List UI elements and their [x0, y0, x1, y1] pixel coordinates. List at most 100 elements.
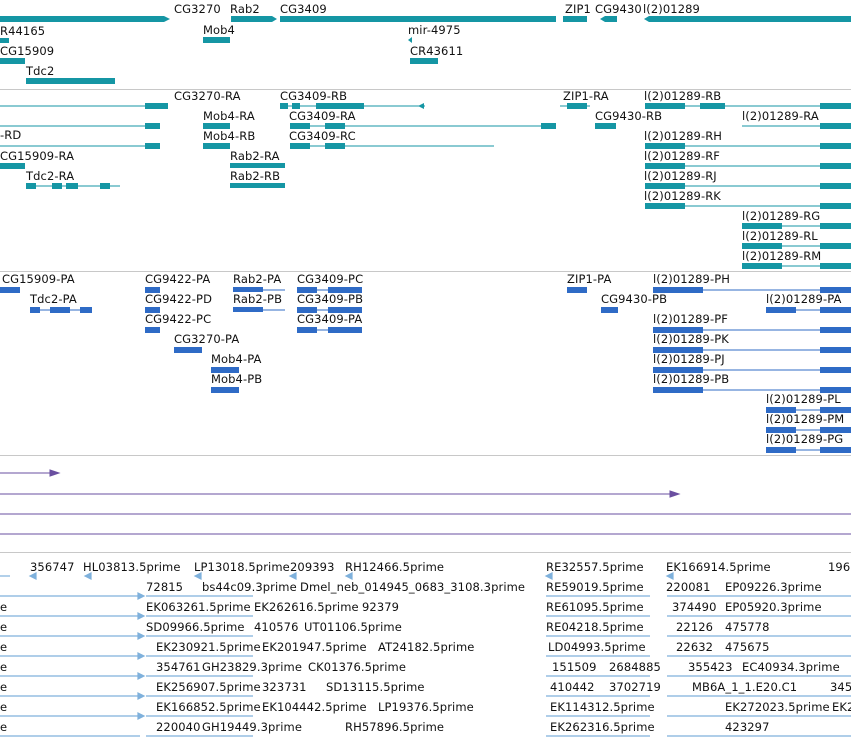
transcript-label[interactable]: l(2)01289-RK [644, 189, 721, 203]
transcript-label[interactable]: Mob4-RB [203, 129, 256, 143]
transcript-label[interactable]: l(2)01289-RF [644, 149, 721, 163]
transcript-label[interactable]: ZIP1-RA [563, 89, 609, 103]
est-label[interactable]: MB6A_1_1.E20.C1 [692, 680, 798, 694]
est-label[interactable]: GH23829.3prime [202, 660, 303, 674]
protein-label[interactable]: CG9430-PB [601, 292, 668, 306]
gene-label[interactable]: Rab2 [230, 2, 260, 16]
transcript-label[interactable]: Rab2-RA [230, 149, 280, 163]
est-label[interactable]: 354761 [156, 660, 201, 674]
est-label[interactable]: RE59019.5prime [546, 580, 644, 594]
transcript-label[interactable]: CG3270-RA [174, 89, 241, 103]
gene-label[interactable]: CG9430 [595, 2, 642, 16]
est-label[interactable]: EK201947.5prime [262, 640, 367, 654]
protein-label[interactable]: Rab2-PA [233, 272, 282, 286]
transcript-label[interactable]: CG3409-RA [289, 109, 356, 123]
transcript-label[interactable]: Tdc2-RA [26, 169, 75, 183]
protein-label[interactable]: CG9422-PC [145, 312, 212, 326]
est-label[interactable]: e [0, 720, 8, 734]
est-label[interactable]: 2684885 [609, 660, 661, 674]
est-label[interactable]: EK230921.5prime [156, 640, 261, 654]
est-label[interactable]: EP05920.3prime [725, 600, 822, 614]
transcript-label[interactable]: -RD [0, 128, 22, 142]
est-label[interactable]: 355423 [688, 660, 733, 674]
est-label[interactable]: UT01106.5prime [304, 620, 402, 634]
est-label[interactable]: 475778 [725, 620, 770, 634]
est-label[interactable]: EK166852.5prime [156, 700, 261, 714]
protein-label[interactable]: CG9422-PA [145, 272, 211, 286]
transcript-label[interactable]: l(2)01289-RG [742, 209, 821, 223]
est-label[interactable]: 72815 [146, 580, 184, 594]
protein-label[interactable]: l(2)01289-PA [766, 292, 842, 306]
protein-label[interactable]: Rab2-PB [233, 292, 283, 306]
est-label[interactable]: EK262616.5prime [254, 600, 359, 614]
protein-label[interactable]: l(2)01289-PJ [653, 352, 725, 366]
protein-label[interactable]: l(2)01289-PB [653, 372, 730, 386]
transcript-label[interactable]: l(2)01289-RJ [644, 169, 717, 183]
est-label[interactable]: 475675 [725, 640, 770, 654]
gene-label[interactable]: CG15909 [0, 44, 55, 58]
est-label[interactable]: 323731 [262, 680, 307, 694]
est-label[interactable]: 356747 [30, 560, 75, 574]
est-label[interactable]: 3702719 [609, 680, 661, 694]
est-label[interactable]: e [0, 640, 8, 654]
est-label[interactable]: LP19376.5prime [378, 700, 474, 714]
transcript-label[interactable]: Rab2-RB [230, 169, 281, 183]
protein-label[interactable]: l(2)01289-PF [653, 312, 728, 326]
est-label[interactable]: 92379 [362, 600, 400, 614]
est-label[interactable]: 410576 [254, 620, 299, 634]
est-label[interactable]: LP13018.5prime [194, 560, 290, 574]
est-label[interactable]: EK104442.5prime [262, 700, 367, 714]
est-label[interactable]: SD09966.5prime [146, 620, 245, 634]
gene-label[interactable]: ZIP1 [565, 2, 591, 16]
protein-label[interactable]: CG3409-PA [297, 312, 363, 326]
transcript-label[interactable]: CG3409-RC [289, 129, 356, 143]
transcript-label[interactable]: l(2)01289-RB [644, 89, 722, 103]
protein-label[interactable]: Tdc2-PA [30, 292, 77, 306]
est-label[interactable]: Dmel_neb_014945_0683_3108.3prime [300, 580, 526, 594]
est-label[interactable]: 345 [830, 680, 851, 694]
est-label[interactable]: 209393 [290, 560, 335, 574]
protein-label[interactable]: ZIP1-PA [567, 272, 612, 286]
protein-label[interactable]: l(2)01289-PH [653, 272, 730, 286]
transcript-label[interactable]: l(2)01289-RH [644, 129, 723, 143]
est-label[interactable]: HL03813.5prime [83, 560, 181, 574]
est-label[interactable]: EK256907.5prime [156, 680, 261, 694]
est-label[interactable]: RH57896.5prime [345, 720, 445, 734]
est-label[interactable]: e [0, 700, 8, 714]
gene-label[interactable]: mir-4975 [408, 23, 461, 37]
est-label[interactable]: 22126 [676, 620, 714, 634]
protein-label[interactable]: CG3270-PA [174, 332, 240, 346]
gene-label[interactable]: l(2)01289 [643, 2, 700, 16]
est-label[interactable]: RH12466.5prime [345, 560, 445, 574]
protein-label[interactable]: l(2)01289-PM [766, 412, 845, 426]
est-label[interactable]: RE04218.5prime [546, 620, 644, 634]
transcript-label[interactable]: CG3409-RB [280, 89, 348, 103]
est-label[interactable]: bs44c09.3prime [202, 580, 297, 594]
est-label[interactable]: 423297 [725, 720, 770, 734]
transcript-label[interactable]: CG9430-RB [595, 109, 663, 123]
est-label[interactable]: e [0, 660, 8, 674]
est-label[interactable]: 220081 [666, 580, 711, 594]
est-label[interactable]: 22632 [676, 640, 714, 654]
est-label[interactable]: e [0, 600, 8, 614]
est-label[interactable]: GH19449.3prime [202, 720, 303, 734]
gene-label[interactable]: Tdc2 [26, 64, 55, 78]
gene-label[interactable]: CR43611 [410, 44, 464, 58]
est-label[interactable]: CK01376.5prime [308, 660, 407, 674]
est-label[interactable]: EK166914.5prime [666, 560, 771, 574]
est-label[interactable]: EK114312.5prime [550, 700, 655, 714]
est-label[interactable]: EK272023.5prime [725, 700, 830, 714]
transcript-label[interactable]: Mob4-RA [203, 109, 255, 123]
est-label[interactable]: e [0, 680, 8, 694]
est-label[interactable]: 196 [828, 560, 851, 574]
gene-label[interactable]: CG3270 [174, 2, 221, 16]
transcript-label[interactable]: CG15909-RA [0, 149, 75, 163]
est-label[interactable]: 374490 [672, 600, 717, 614]
transcript-label[interactable]: l(2)01289-RA [742, 109, 819, 123]
protein-label[interactable]: Mob4-PA [211, 352, 262, 366]
est-label[interactable]: EC40934.3prime [742, 660, 840, 674]
protein-label[interactable]: CG15909-PA [2, 272, 75, 286]
protein-label[interactable]: l(2)01289-PG [766, 432, 844, 446]
protein-label[interactable]: l(2)01289-PL [766, 392, 841, 406]
est-label[interactable]: AT24182.5prime [378, 640, 475, 654]
